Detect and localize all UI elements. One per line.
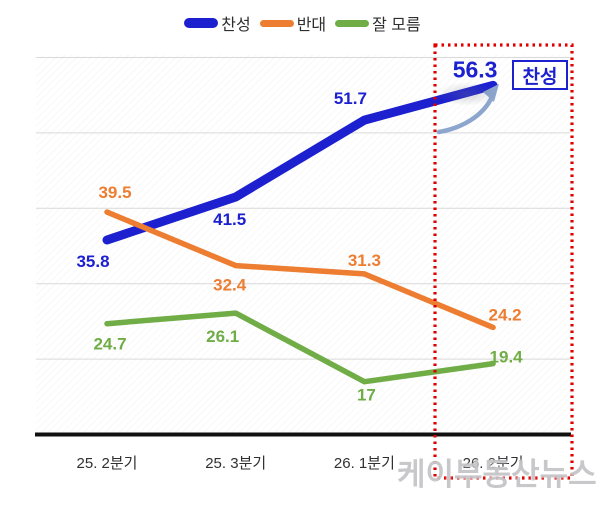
watermark-text: 케이부동산뉴스 [397, 457, 597, 492]
plot-area-texture [36, 55, 571, 435]
trend-arrow-icon [436, 84, 499, 135]
legend-label-dontknow: 잘 모름 [372, 17, 421, 34]
legend-label-approve: 찬성 [221, 17, 251, 34]
chart-legend: 찬성 반대 잘 모름 [0, 11, 605, 35]
approve-line-swatch-icon [184, 18, 219, 28]
data-label-반대-3: 24.2 [489, 305, 522, 324]
oppose-line-swatch-icon [259, 19, 294, 27]
series-line-1 [104, 209, 496, 331]
gridlines [36, 57, 570, 360]
approve-callout-label: 찬성 [522, 66, 558, 88]
dontknow-line-swatch-icon [335, 19, 370, 27]
label-shadow [436, 82, 498, 106]
x-tick-label-3: 26. 2분기 [463, 455, 524, 472]
data-label-잘 모름-1: 26.1 [206, 327, 239, 346]
data-label-찬성-2: 51.7 [334, 89, 367, 108]
data-label-반대-2: 31.3 [348, 251, 381, 270]
data-labels: 35.8 41.5 51.7 56.3 39.5 32.4 31.3 24.2 24.7 26.1… [76, 56, 523, 404]
series-line-0 [102, 80, 498, 245]
data-label-반대-0: 39.5 [98, 183, 131, 202]
x-tick-label-2: 26. 1분기 [334, 455, 395, 472]
data-label-찬성-0: 35.8 [76, 252, 109, 271]
x-axis-labels: 25. 2분기 25. 3분기 26. 1분기 26. 2분기 [77, 455, 524, 472]
data-label-반대-1: 32.4 [213, 276, 247, 295]
data-label-찬성-3: 56.3 [453, 56, 498, 82]
data-label-잘 모름-2: 17 [357, 386, 376, 405]
series-line-2 [104, 310, 496, 385]
series-lines [102, 80, 498, 385]
data-label-잘 모름-0: 24.7 [93, 335, 126, 354]
data-label-잘 모름-3: 19.4 [490, 348, 524, 367]
x-tick-label-1: 25. 3분기 [205, 455, 266, 472]
legend-label-oppose: 반대 [296, 17, 327, 34]
legend-item-approve: 찬성 [184, 11, 251, 35]
data-label-찬성-1: 41.5 [213, 210, 246, 229]
x-tick-label-0: 25. 2분기 [77, 455, 138, 472]
approve-callout-box: 찬성 [512, 60, 568, 90]
highlight-dashed-box [433, 43, 574, 480]
legend-item-oppose: 반대 [259, 11, 327, 35]
legend-item-dontknow: 잘 모름 [335, 11, 421, 35]
